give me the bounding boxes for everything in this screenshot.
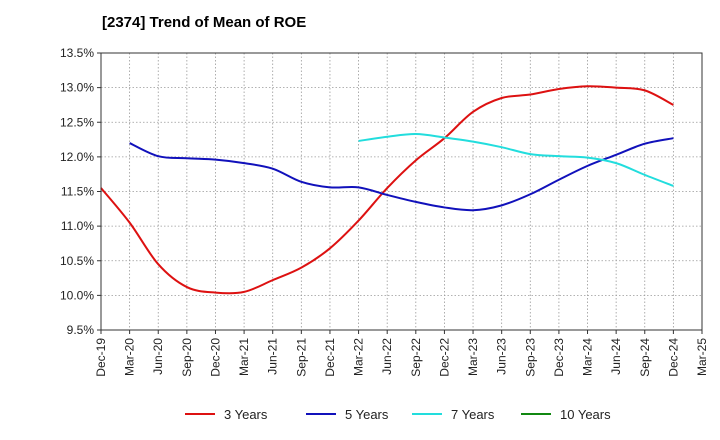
grid-lines (101, 53, 702, 330)
series-line-5-years (129, 137, 674, 212)
y-tick-label: 10.5% (60, 254, 94, 268)
x-tick-label: Sep-23 (523, 338, 537, 377)
x-tick-label: Jun-24 (609, 338, 623, 375)
x-tick-label: Dec-21 (323, 338, 337, 377)
chart-title: [2374] Trend of Mean of ROE (102, 14, 307, 31)
x-tick-label: Mar-20 (123, 338, 137, 376)
x-tick-label: Sep-21 (294, 338, 308, 377)
x-tick-label: Jun-21 (266, 338, 280, 375)
x-tick-label: Dec-24 (666, 338, 680, 377)
y-tick-label: 13.5% (60, 46, 94, 60)
legend-label-5-years: 5 Years (345, 407, 389, 422)
legend-label-3-years: 3 Years (224, 407, 268, 422)
x-tick-label: Sep-24 (638, 338, 652, 377)
x-tick-label: Dec-23 (552, 338, 566, 377)
legend-label-10-years: 10 Years (560, 407, 611, 422)
x-tick-label: Mar-23 (466, 338, 480, 376)
x-tick-label: Sep-22 (409, 338, 423, 377)
axes: 9.5% 10.0% 10.5% 11.0% 11.5% 12.0% 12.5% 13.0% 1… (60, 46, 709, 377)
y-tick-label: 12.0% (60, 150, 94, 164)
y-tick-label: 13.0% (60, 81, 94, 95)
legend: 3 Years 5 Years 7 Years 10 Years (185, 407, 611, 422)
x-tick-label: Mar-25 (695, 338, 709, 376)
legend-label-7-years: 7 Years (451, 407, 495, 422)
x-tick-label: Jun-22 (380, 338, 394, 375)
series-line-3-years (100, 85, 674, 295)
series-line-7-years (358, 133, 674, 187)
x-tick-label: Mar-21 (237, 338, 251, 376)
y-tick-label: 11.0% (61, 219, 94, 233)
y-tick-label: 11.5% (61, 185, 94, 199)
x-tick-label: Dec-20 (208, 338, 222, 377)
x-tick-label: Jun-20 (151, 338, 165, 375)
x-tick-label: Mar-24 (581, 338, 595, 376)
x-tick-label: Mar-22 (352, 338, 366, 376)
x-tick-label: Sep-20 (180, 338, 194, 377)
y-tick-label: 9.5% (67, 323, 95, 337)
x-tick-label: Dec-19 (94, 338, 108, 377)
series-layer (100, 85, 674, 295)
x-tick-label: Dec-22 (437, 338, 451, 377)
y-tick-label: 10.0% (60, 288, 94, 302)
y-tick-label: 12.5% (60, 115, 94, 129)
x-tick-label: Jun-23 (495, 338, 509, 375)
